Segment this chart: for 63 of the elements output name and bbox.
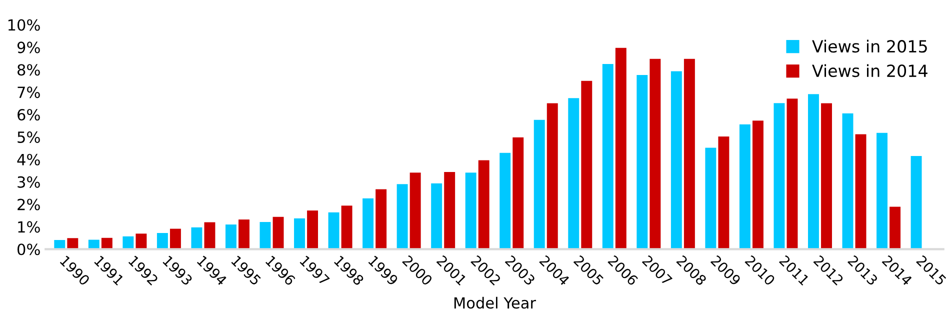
bar [136,234,147,250]
bar [410,172,421,250]
y-tick-label: 6% [18,108,40,121]
y-tick-label: 2% [18,198,40,210]
legend-label: Views in 2015 [812,40,927,53]
bar [739,124,750,250]
bar [444,172,456,250]
bar [238,220,250,250]
bar [615,48,626,250]
bar [855,134,866,250]
y-tick-label: 5% [18,131,40,143]
bar [534,120,545,250]
bar [478,160,490,250]
bar [890,206,901,250]
bar [546,103,558,250]
y-tick-label: 9% [17,42,40,54]
bar [225,224,236,250]
y-tick-label: 7% [18,86,40,98]
bar [602,64,614,250]
bar [842,113,854,250]
bar [568,98,580,250]
bar [774,103,785,250]
bar [88,240,100,250]
bar [684,58,695,250]
bar [705,148,716,250]
bar [910,156,922,250]
bar [512,137,524,250]
bar [636,75,648,250]
bar [341,206,352,250]
bar [718,136,730,250]
bar [307,210,318,250]
bar [431,183,442,250]
bar [362,198,374,250]
bar [670,71,682,250]
bar [650,58,661,250]
bar [821,103,832,250]
bar [465,172,476,250]
y-tick-label: 0% [18,244,40,256]
bar [581,80,592,250]
y-tick-label: 4% [17,154,40,166]
bar [396,184,408,250]
bar [67,238,78,250]
bar [204,222,216,250]
y-tick-label: 10% [8,19,40,31]
bar [752,120,764,250]
y-tick-label: 8% [18,64,40,76]
bar [500,152,511,250]
bar [122,236,134,250]
bar [272,216,284,250]
legend-label: Views in 2014 [812,64,928,78]
bar [294,218,305,250]
y-tick-label: 3% [18,176,40,188]
y-tick-label: 1% [18,221,40,233]
bar [260,222,271,250]
bar [170,228,181,250]
bar [808,94,819,250]
bar [376,189,387,250]
x-axis-title: Model Year [454,296,536,309]
bar [156,232,168,250]
bar [191,227,202,250]
bar [328,212,340,250]
bar [876,132,888,250]
bar [786,98,798,250]
